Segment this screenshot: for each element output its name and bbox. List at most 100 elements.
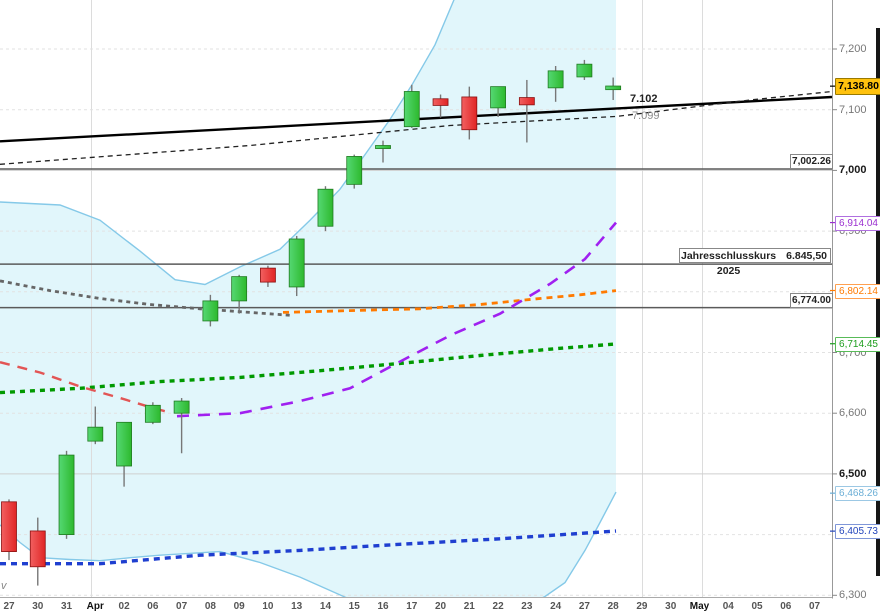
indicator-value-badge: 6,802.14 <box>835 283 880 299</box>
candle <box>317 186 334 232</box>
candle <box>547 65 564 102</box>
x-axis-label: 17 <box>406 601 418 612</box>
candle <box>518 79 535 143</box>
candle <box>605 77 622 100</box>
ma-orange-dashed <box>282 289 617 314</box>
right-edge-black-bar <box>876 28 880 576</box>
x-axis-label: 04 <box>722 601 734 612</box>
candle-body-up <box>375 145 391 149</box>
x-axis-label: 15 <box>348 601 360 612</box>
trendline-solid-value-label: 7.102 <box>630 93 658 105</box>
candle <box>288 235 305 297</box>
candle-body-up <box>547 70 564 89</box>
x-axis-label: 09 <box>233 601 245 612</box>
x-axis-label: 27 <box>3 601 15 612</box>
candle <box>1 499 17 561</box>
candle-body-down <box>432 98 449 106</box>
indicator-value-badge: 6,468.26 <box>835 486 880 502</box>
year-close-annotation-label: Jahresschlusskurs 2025 <box>680 250 777 277</box>
x-axis-label: 14 <box>319 601 332 612</box>
candle <box>116 421 132 487</box>
x-axis-label: 31 <box>60 601 73 612</box>
plot-area <box>0 0 832 598</box>
y-axis-label: 6,600 <box>839 407 867 420</box>
x-axis-label: 13 <box>291 601 303 612</box>
candle-body-up <box>403 91 420 128</box>
x-axis-label: May <box>689 601 710 612</box>
x-axis-label: 02 <box>118 601 130 612</box>
indicator-value-badge: 6,405.73 <box>835 524 880 540</box>
candle <box>576 59 593 80</box>
candle-body-up <box>173 400 190 414</box>
candle <box>346 154 363 189</box>
x-axis-label: 30 <box>665 601 677 612</box>
x-axis-label: 06 <box>147 601 159 612</box>
x-axis-label: 07 <box>808 601 821 612</box>
candle <box>231 274 248 314</box>
ma-blue-dotted <box>0 529 617 566</box>
x-axis-label: 30 <box>32 601 44 612</box>
candle-body-down <box>29 530 46 568</box>
bollinger-band-fill <box>0 0 616 598</box>
candle-body-down <box>518 97 535 106</box>
bollinger-lower-band-line <box>0 491 617 598</box>
candle <box>173 398 190 454</box>
candle <box>403 84 420 128</box>
x-axis-label: 10 <box>262 601 274 612</box>
indicator-value-badge: 6,914.04 <box>835 215 880 231</box>
ma-green-dotted <box>0 342 617 395</box>
x-axis-label: 05 <box>751 601 763 612</box>
candle-body-down <box>260 267 276 283</box>
last-price-badge: 7,138.80 <box>835 77 880 95</box>
y-axis-label: 7,000 <box>839 164 867 177</box>
candle <box>144 402 161 425</box>
y-axis-label: 6,300 <box>839 589 867 602</box>
candle-body-up <box>87 426 104 442</box>
candle-body-up <box>144 404 161 423</box>
y-axis-label: 7,200 <box>839 43 867 55</box>
candle-body-up <box>317 188 334 227</box>
x-axis-label: Apr <box>86 601 104 612</box>
candle-body-up <box>605 85 622 91</box>
price-line-value-box: 7,002.26 <box>790 154 833 170</box>
trendline-dashed <box>0 90 832 165</box>
x-axis-label: 07 <box>176 601 188 612</box>
x-axis-label: 22 <box>492 601 504 612</box>
candle-body-up <box>288 238 305 288</box>
x-axis-label: 08 <box>204 601 216 612</box>
x-axis-label: 06 <box>780 601 792 612</box>
ma-gray-dotted <box>0 279 294 317</box>
candle-body-up <box>202 300 219 322</box>
y-axis-label: 6,500 <box>839 467 867 480</box>
ma-purple-dashed <box>176 221 617 418</box>
candle <box>29 517 46 586</box>
candle-body-down <box>461 96 478 131</box>
x-axis-label: 23 <box>521 601 533 612</box>
candle-body-down <box>1 501 17 552</box>
x-axis-label: 24 <box>550 601 562 612</box>
price-line-value-box: 6,774.00 <box>790 292 833 308</box>
candle-body-up <box>116 421 132 467</box>
x-axis-label: 28 <box>607 601 619 612</box>
x-axis-label: 27 <box>578 601 590 612</box>
indicator-value-badge: 6,714.45 <box>835 336 880 352</box>
trendline-dashed-value-label: 7.099 <box>632 110 660 122</box>
x-axis-label: 20 <box>434 601 447 612</box>
candle <box>375 140 391 163</box>
year-close-annotation-box: Jahresschlusskurs 2025 6.845,50 <box>679 248 831 277</box>
candle <box>260 265 276 287</box>
year-close-annotation-value: 6.845,50 <box>786 250 827 262</box>
candle <box>202 294 219 327</box>
candle-body-up <box>576 63 593 78</box>
x-axis-label: 29 <box>636 601 648 612</box>
watermark-fragment: v <box>1 580 7 592</box>
candle-body-up <box>346 156 363 185</box>
candle <box>490 86 506 117</box>
y-axis-label: 7,100 <box>839 103 867 116</box>
candle <box>58 450 75 539</box>
candle <box>87 406 104 445</box>
candle-body-up <box>58 454 75 536</box>
x-axis-label: 21 <box>463 601 475 612</box>
